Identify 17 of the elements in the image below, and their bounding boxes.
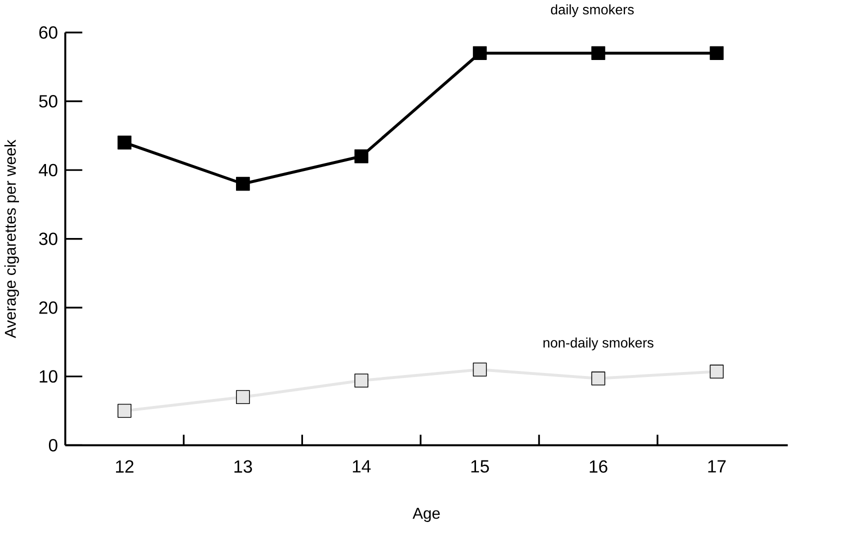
x-tick-label: 17 [708,460,726,472]
y-tick-label: 10 [40,370,58,383]
text: daily smokers [550,4,634,18]
y-tick-label: 30 [39,232,58,246]
x-tick-label: 15 [471,460,489,473]
series-label: non-daily smokers [543,337,654,350]
y-tick-label: 40 [38,164,58,176]
y-tick-label: 50 [39,94,58,108]
x-tick-label: 12 [116,460,134,473]
x-tick-label: 14 [352,460,371,472]
x-tick-label: 16 [590,460,608,473]
y-tick-label: 0 [48,438,58,452]
y-tick-label: 20 [39,301,58,314]
y-axis-title: Average cigarettes per week [4,140,19,338]
x-axis-title: Age [412,508,440,522]
x-tick-label: 13 [234,460,252,473]
y-tick-label: 60 [39,26,58,39]
